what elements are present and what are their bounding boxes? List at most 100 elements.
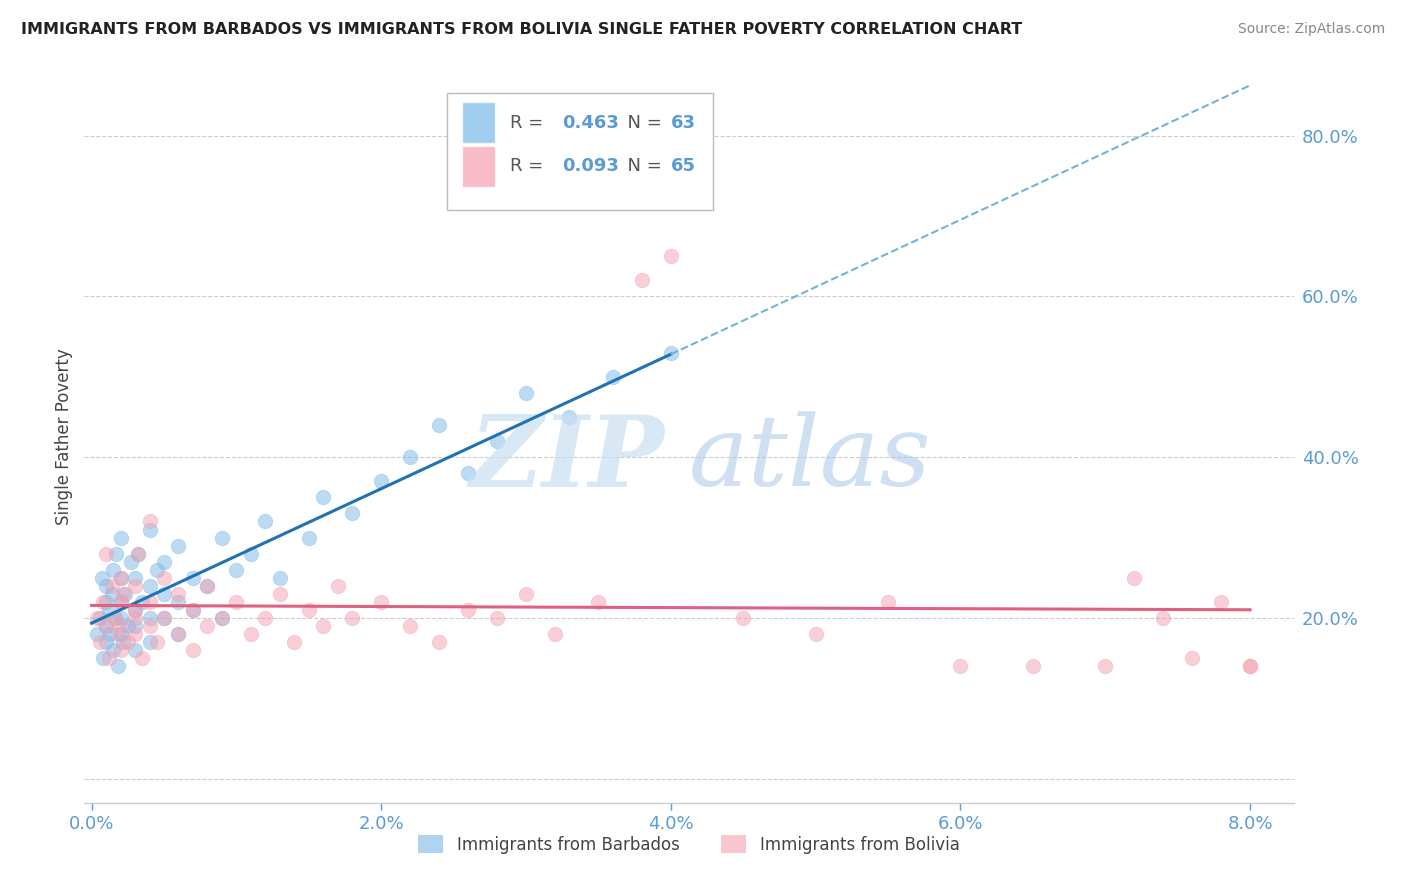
Point <box>659 249 682 263</box>
Text: ZIP: ZIP <box>470 411 665 508</box>
Point <box>197 619 219 633</box>
Point <box>342 611 364 625</box>
Point <box>167 587 190 601</box>
Point <box>124 611 146 625</box>
Point <box>486 611 509 625</box>
Point <box>145 563 167 577</box>
Point <box>138 579 160 593</box>
Point <box>181 603 204 617</box>
Point <box>103 643 125 657</box>
Point <box>94 595 117 609</box>
Point <box>312 491 335 505</box>
Point <box>86 611 108 625</box>
Point <box>370 475 392 489</box>
Text: R =: R = <box>510 113 548 131</box>
Point <box>558 409 581 424</box>
Point <box>239 627 262 641</box>
Point <box>167 627 190 641</box>
FancyBboxPatch shape <box>461 103 495 143</box>
Point <box>1239 659 1261 673</box>
Point <box>110 571 132 585</box>
Point <box>138 611 160 625</box>
Point <box>298 603 321 617</box>
Point <box>239 547 262 561</box>
Point <box>167 595 190 609</box>
Point <box>112 635 135 649</box>
Point <box>110 611 132 625</box>
Point <box>153 587 176 601</box>
Point <box>110 571 132 585</box>
Point <box>153 611 176 625</box>
Text: 65: 65 <box>671 158 696 176</box>
Point <box>98 651 121 665</box>
Point <box>1022 659 1045 673</box>
Point <box>107 627 129 641</box>
Point <box>1123 571 1146 585</box>
Point <box>90 571 112 585</box>
Point <box>399 450 422 465</box>
Point <box>167 539 190 553</box>
Point <box>94 619 117 633</box>
Point <box>197 579 219 593</box>
Point <box>197 579 219 593</box>
Point <box>124 579 146 593</box>
Point <box>370 595 392 609</box>
Text: 63: 63 <box>671 113 696 131</box>
Point <box>110 595 132 609</box>
Point <box>153 555 176 569</box>
Point <box>127 547 149 561</box>
Point <box>254 611 277 625</box>
Point <box>544 627 567 641</box>
Point <box>94 579 117 593</box>
Point <box>181 571 204 585</box>
Point <box>107 659 129 673</box>
Point <box>101 587 124 601</box>
Point <box>181 643 204 657</box>
Point <box>733 611 755 625</box>
Point <box>89 611 111 625</box>
Point <box>117 619 139 633</box>
Point <box>211 611 233 625</box>
Point <box>86 627 108 641</box>
FancyBboxPatch shape <box>447 94 713 211</box>
Point <box>269 587 291 601</box>
Point <box>298 531 321 545</box>
Point <box>127 547 149 561</box>
Point <box>225 595 247 609</box>
Point <box>124 603 146 617</box>
Point <box>949 659 972 673</box>
Text: IMMIGRANTS FROM BARBADOS VS IMMIGRANTS FROM BOLIVIA SINGLE FATHER POVERTY CORREL: IMMIGRANTS FROM BARBADOS VS IMMIGRANTS F… <box>21 22 1022 37</box>
Point <box>101 579 124 593</box>
Point <box>94 635 117 649</box>
Text: N =: N = <box>616 158 668 176</box>
Text: 0.463: 0.463 <box>562 113 619 131</box>
Point <box>112 587 135 601</box>
Point <box>131 651 153 665</box>
Point <box>399 619 422 633</box>
Point <box>1181 651 1204 665</box>
Point <box>110 531 132 545</box>
Point <box>138 523 160 537</box>
Point <box>211 611 233 625</box>
Point <box>457 603 479 617</box>
Point <box>1094 659 1116 673</box>
Point <box>877 595 900 609</box>
Point <box>515 385 537 400</box>
Point <box>211 531 233 545</box>
Y-axis label: Single Father Poverty: Single Father Poverty <box>55 349 73 525</box>
Point <box>110 595 132 609</box>
Text: Source: ZipAtlas.com: Source: ZipAtlas.com <box>1237 22 1385 37</box>
Point <box>427 417 450 432</box>
Point <box>631 273 654 287</box>
Text: R =: R = <box>510 158 548 176</box>
Point <box>486 434 509 449</box>
Point <box>659 345 682 359</box>
Point <box>124 619 146 633</box>
Point <box>124 571 146 585</box>
Point <box>167 627 190 641</box>
Point <box>105 547 128 561</box>
Point <box>100 627 122 641</box>
Point <box>131 595 153 609</box>
Point <box>515 587 537 601</box>
FancyBboxPatch shape <box>461 146 495 186</box>
